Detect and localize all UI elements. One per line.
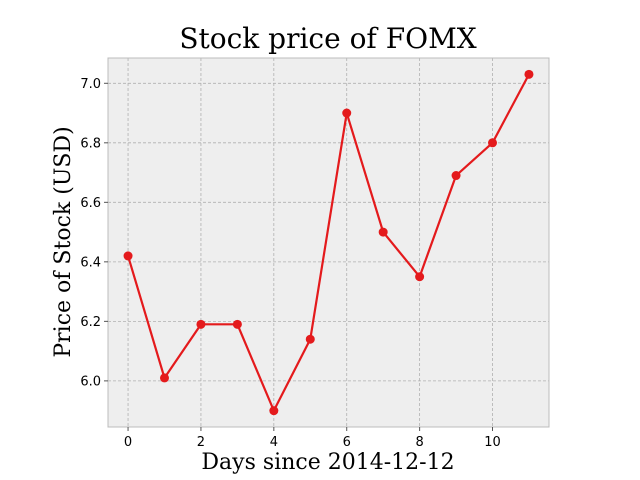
y-axis-label: Price of Stock (USD) <box>51 126 76 357</box>
data-point <box>159 373 169 383</box>
y-tick-label: 6.2 <box>80 315 101 330</box>
data-point <box>415 272 425 282</box>
data-point <box>488 138 498 148</box>
plot-frame <box>107 57 550 428</box>
x-tick-label: 10 <box>484 435 501 450</box>
y-tick-label: 6.6 <box>80 196 101 211</box>
data-point <box>342 108 352 118</box>
data-point <box>232 319 242 329</box>
data-point <box>123 251 133 261</box>
y-tick-label: 6.8 <box>80 136 101 151</box>
x-tick-label: 0 <box>124 435 132 450</box>
y-tick-label: 6.0 <box>80 374 101 389</box>
y-tick-label: 6.4 <box>80 255 101 270</box>
x-tick-label: 8 <box>415 435 423 450</box>
series-line <box>126 73 530 412</box>
x-tick-label: 4 <box>270 435 278 450</box>
x-tick-label: 2 <box>197 435 205 450</box>
axis-ticks: 0 2 4 6 8 10 6.0 6.2 6.4 6.6 6.8 7.0 <box>80 77 500 450</box>
data-point <box>196 319 206 329</box>
plot-background <box>108 58 549 427</box>
data-point <box>378 227 388 237</box>
x-axis-label: Days since 2014-12-12 <box>201 450 454 475</box>
data-point <box>524 69 534 79</box>
x-tick-label: 6 <box>343 435 351 450</box>
data-point <box>305 334 315 344</box>
data-points <box>123 69 534 416</box>
y-tick-label: 7.0 <box>80 77 101 92</box>
data-point <box>269 406 279 416</box>
data-point <box>451 171 461 181</box>
chart-title: Stock price of FOMX <box>179 22 476 55</box>
